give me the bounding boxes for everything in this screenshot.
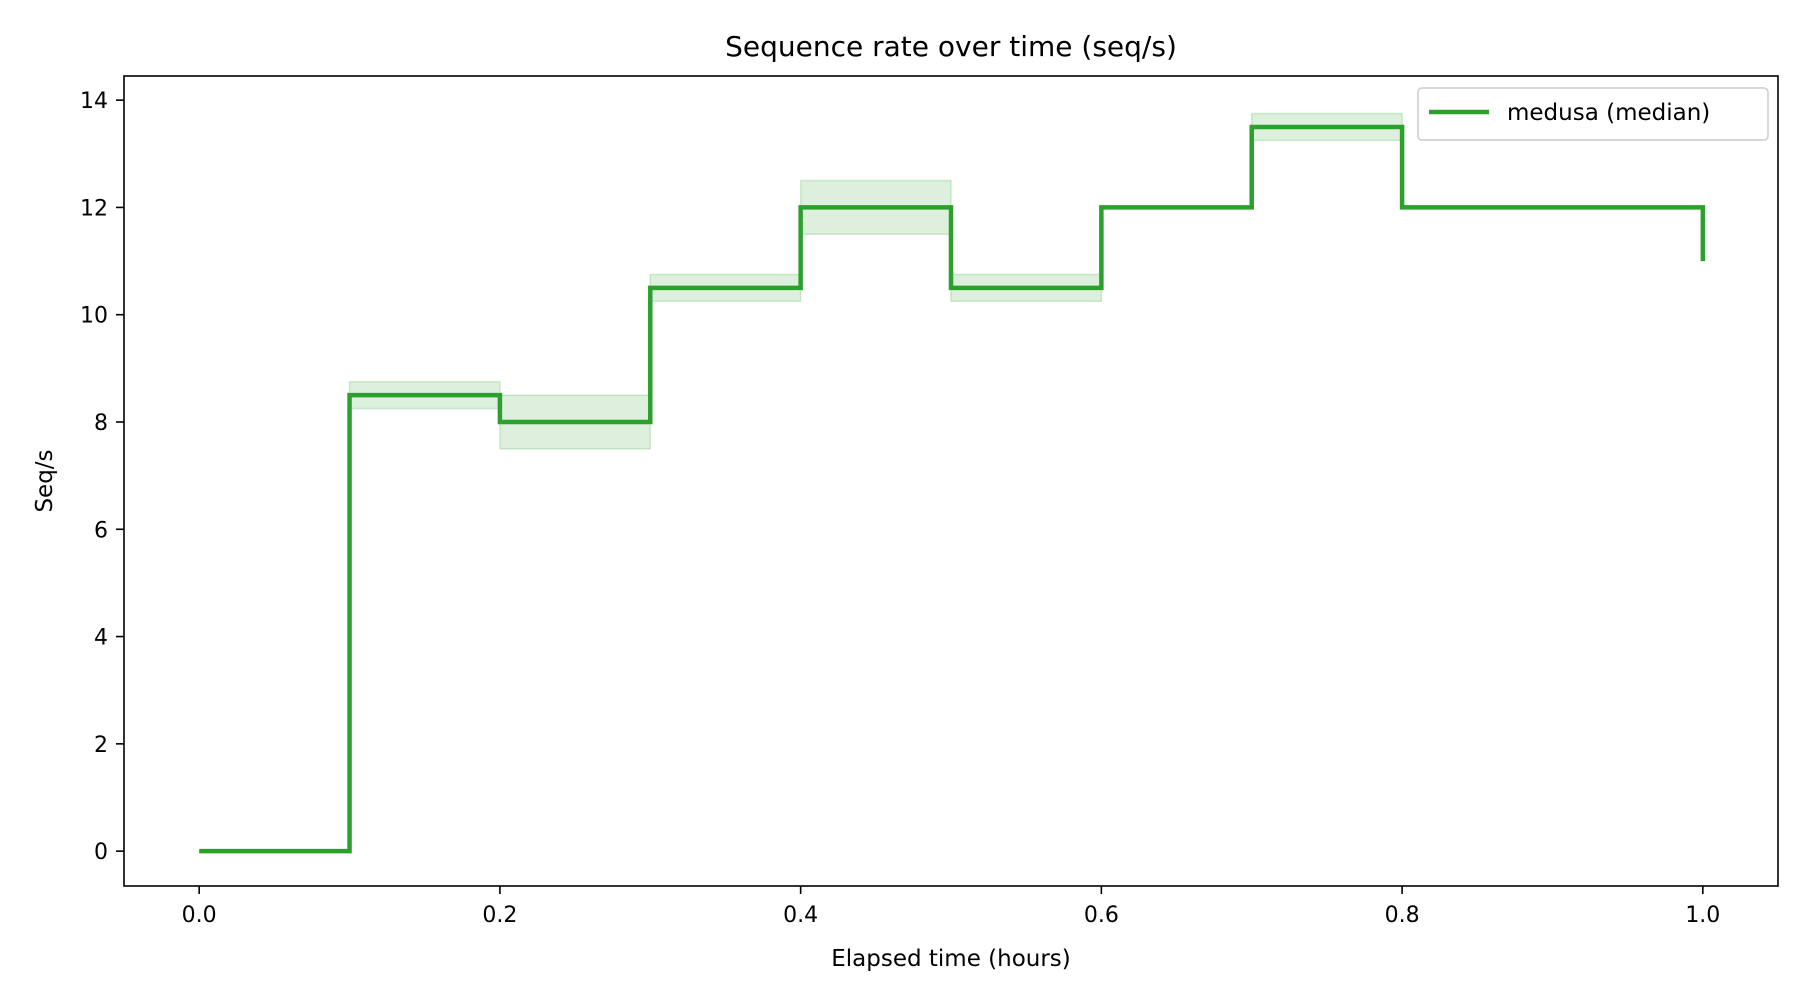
y-tick-label: 0 [94, 840, 108, 865]
plot-frame [123, 75, 1779, 887]
legend-box [1417, 87, 1769, 141]
x-tick-label: 0.0 [182, 903, 217, 928]
y-tick-label: 8 [94, 411, 108, 436]
chart-title: Sequence rate over time (seq/s) [725, 30, 1177, 63]
y-tick-label: 14 [80, 89, 108, 114]
y-axis-label: Seq/s [32, 449, 58, 512]
x-axis-label: Elapsed time (hours) [831, 946, 1071, 972]
series-line [199, 124, 1706, 854]
x-tick-label: 1.0 [1685, 903, 1720, 928]
x-tick-label: 0.4 [783, 903, 818, 928]
y-tick-label: 2 [94, 733, 108, 758]
y-axis-ticks: 0 2 4 6 8 10 12 14 [80, 89, 124, 865]
x-tick-label: 0.2 [482, 903, 517, 928]
legend: medusa (median) [1417, 87, 1769, 141]
y-tick-label: 4 [94, 626, 108, 651]
x-tick-label: 0.6 [1084, 903, 1119, 928]
y-tick-label: 12 [80, 196, 108, 221]
x-axis-ticks: 0.0 0.2 0.4 0.6 0.8 1.0 [182, 886, 1720, 928]
x-tick-label: 0.8 [1385, 903, 1420, 928]
legend-label: medusa (median) [1507, 100, 1710, 126]
y-tick-label: 10 [80, 304, 108, 329]
y-tick-label: 6 [94, 518, 108, 543]
series-lines [199, 124, 1706, 854]
